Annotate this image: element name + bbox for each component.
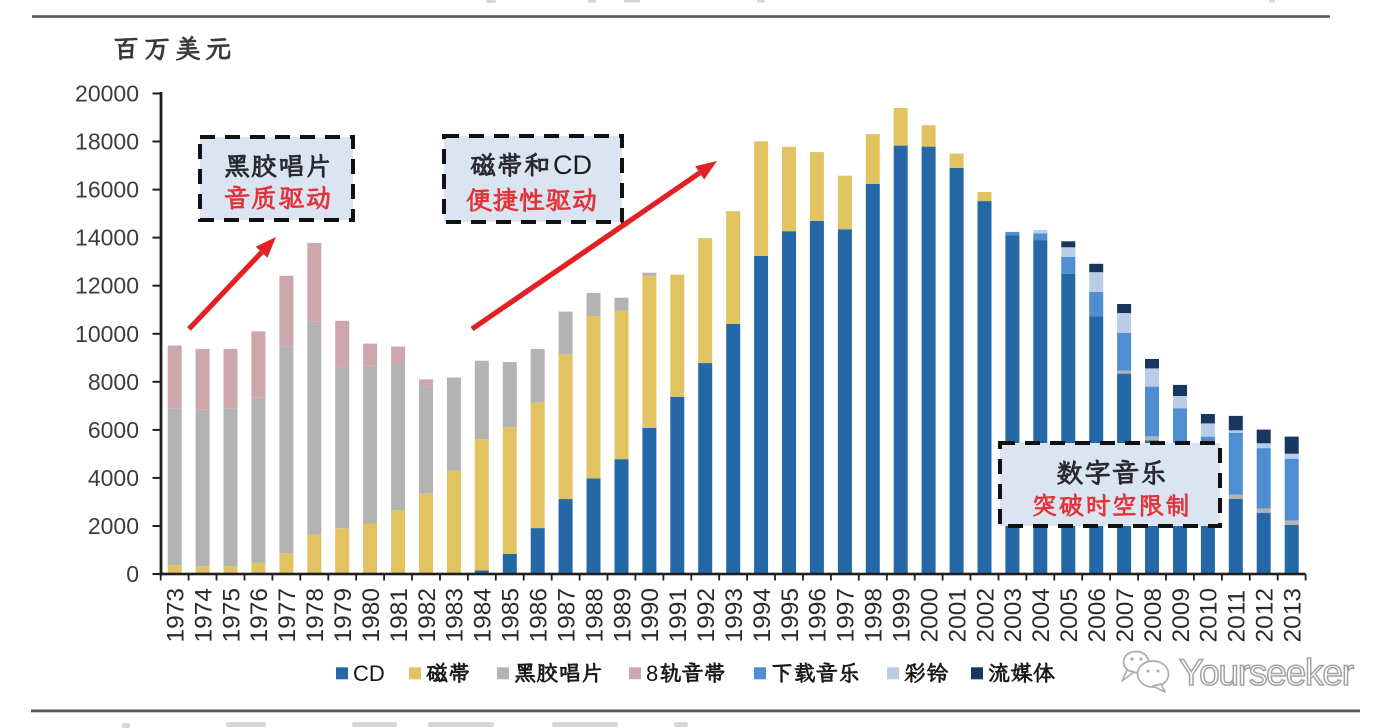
svg-text:2001: 2001	[944, 588, 971, 643]
svg-text:1990: 1990	[637, 588, 664, 643]
svg-text:2005: 2005	[1056, 588, 1083, 643]
svg-text:1977: 1977	[274, 588, 301, 643]
svg-text:8000: 8000	[88, 369, 139, 395]
svg-text:1987: 1987	[553, 588, 580, 643]
svg-text:2010: 2010	[1196, 588, 1223, 643]
svg-text:CD: CD	[353, 661, 385, 686]
svg-text:1973: 1973	[163, 588, 190, 643]
svg-text:2000: 2000	[88, 513, 139, 539]
svg-text:1994: 1994	[749, 588, 776, 643]
svg-text:2013: 2013	[1280, 588, 1307, 643]
svg-text:1988: 1988	[581, 588, 608, 643]
svg-text:2000: 2000	[916, 588, 943, 643]
svg-text:1980: 1980	[358, 588, 385, 643]
svg-text:1985: 1985	[498, 588, 525, 643]
svg-text:16000: 16000	[75, 177, 139, 203]
svg-text:2002: 2002	[972, 588, 999, 643]
svg-text:1992: 1992	[693, 588, 720, 643]
svg-text:14000: 14000	[75, 225, 139, 251]
svg-text:1979: 1979	[330, 588, 357, 643]
svg-text:1984: 1984	[470, 588, 497, 643]
svg-text:2003: 2003	[1000, 588, 1027, 643]
svg-text:2006: 2006	[1084, 588, 1111, 643]
svg-text:1996: 1996	[805, 588, 832, 643]
svg-text:12000: 12000	[75, 273, 139, 299]
svg-text:6000: 6000	[88, 417, 139, 443]
svg-text:18000: 18000	[75, 129, 139, 155]
svg-text:1998: 1998	[861, 588, 888, 643]
svg-text:2008: 2008	[1140, 588, 1167, 643]
svg-text:1995: 1995	[777, 588, 804, 643]
svg-text:1975: 1975	[218, 588, 245, 643]
svg-text:2012: 2012	[1252, 588, 1279, 643]
svg-text:1976: 1976	[246, 588, 273, 643]
svg-text:2004: 2004	[1028, 588, 1055, 643]
svg-text:2007: 2007	[1112, 588, 1139, 643]
svg-text:Yourseeker: Yourseeker	[1179, 652, 1354, 693]
svg-text:4000: 4000	[88, 465, 139, 491]
svg-text:1974: 1974	[190, 588, 217, 643]
svg-text:1999: 1999	[889, 588, 916, 643]
svg-text:1982: 1982	[414, 588, 441, 643]
svg-text:2011: 2011	[1224, 590, 1251, 643]
svg-text:8: 8	[646, 661, 658, 686]
svg-text:CD: CD	[553, 150, 592, 180]
svg-text:2009: 2009	[1168, 588, 1195, 643]
svg-text:10000: 10000	[75, 321, 139, 347]
svg-text:0: 0	[126, 561, 139, 587]
svg-text:1986: 1986	[526, 588, 553, 643]
svg-text:20000: 20000	[75, 81, 139, 107]
svg-text:1983: 1983	[442, 588, 469, 643]
svg-text:1997: 1997	[833, 588, 860, 643]
svg-text:1991: 1991	[665, 588, 692, 643]
svg-text:1981: 1981	[386, 588, 413, 643]
svg-text:1978: 1978	[302, 588, 329, 643]
svg-text:1993: 1993	[721, 588, 748, 643]
svg-text:1989: 1989	[609, 588, 636, 643]
